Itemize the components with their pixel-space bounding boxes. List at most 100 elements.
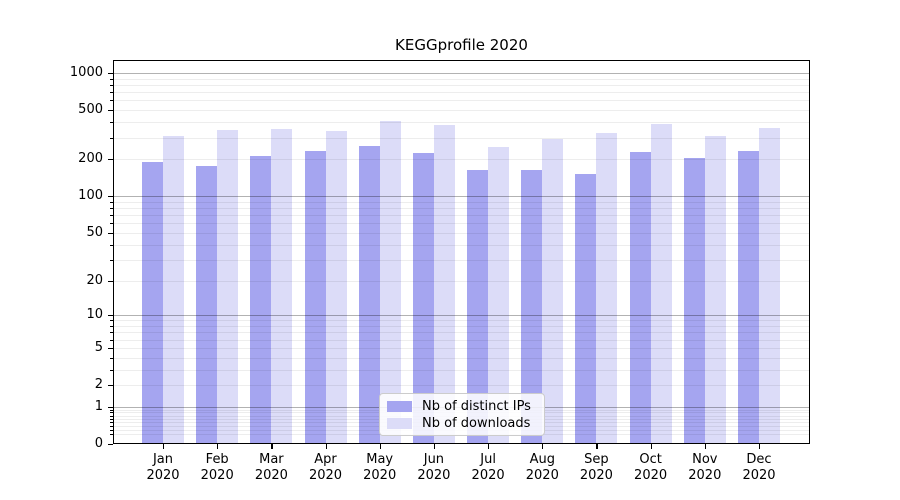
minor-gridline: [113, 339, 810, 341]
bar-downloads-aug: [542, 139, 564, 444]
x-tickmark: [379, 444, 381, 449]
legend-item: Nb of downloads: [387, 416, 536, 431]
minor-gridline: [113, 259, 810, 261]
bar-downloads-oct: [650, 124, 672, 444]
y-minor-tickmark: [110, 425, 113, 427]
major-gridline: [113, 315, 810, 317]
legend: Nb of distinct IPs Nb of downloads: [379, 393, 545, 436]
bar-downloads-nov: [704, 136, 726, 444]
y-minor-tickmark: [110, 320, 113, 322]
major-gridline: [113, 73, 810, 74]
y-tick-label: 1: [94, 398, 103, 414]
x-tick-label: Apr 2020: [308, 452, 343, 483]
x-tick-label: Jan 2020: [146, 452, 180, 483]
bar-ips-nov: [683, 157, 705, 444]
minor-gridline: [113, 320, 810, 322]
x-tick-label: Aug 2020: [525, 452, 559, 483]
y-tickmark: [108, 73, 113, 75]
bar-downloads-may: [379, 120, 401, 444]
y-minor-tickmark: [110, 357, 113, 359]
y-tick-label: 500: [78, 102, 103, 118]
bar-downloads-sep: [596, 133, 618, 444]
legend-label: Nb of distinct IPs: [422, 399, 531, 414]
legend-item: Nb of distinct IPs: [387, 399, 536, 414]
bar-ips-feb: [196, 166, 218, 444]
y-tickmark: [108, 444, 113, 446]
x-tick-label: Feb 2020: [200, 452, 234, 483]
x-tickmark: [325, 444, 327, 449]
y-tick-label: 200: [78, 151, 103, 167]
x-tick-label: Nov 2020: [688, 452, 722, 483]
legend-swatch-ips: [387, 401, 412, 412]
minor-gridline: [113, 347, 810, 349]
x-tick-label: Mar 2020: [254, 452, 288, 483]
x-tick-label: Dec 2020: [742, 452, 776, 483]
bar-ips-aug: [521, 169, 543, 444]
minor-gridline: [113, 232, 810, 234]
x-tickmark: [596, 444, 598, 449]
minor-gridline: [113, 110, 810, 112]
x-tickmark: [433, 444, 436, 449]
y-minor-tickmark: [110, 369, 113, 371]
y-tick-label: 100: [78, 188, 103, 204]
x-tickmark: [217, 444, 219, 449]
y-minor-tickmark: [110, 223, 113, 225]
bar-ips-apr: [304, 150, 326, 444]
minor-gridline: [113, 223, 810, 225]
y-tickmark: [108, 406, 113, 408]
minor-gridline: [113, 100, 810, 102]
y-tick-label: 5: [94, 339, 103, 355]
x-tickmark: [271, 444, 273, 449]
minor-gridline: [113, 208, 810, 209]
bar-downloads-jan: [163, 136, 184, 444]
y-minor-tickmark: [110, 244, 113, 246]
bar-downloads-dec: [759, 128, 780, 444]
y-tickmark: [108, 315, 113, 317]
minor-gridline: [113, 357, 810, 359]
x-tick-label: Jul 2020: [471, 452, 505, 483]
y-tick-label: 20: [86, 272, 103, 288]
bar-downloads-jul: [488, 147, 510, 444]
x-tickmark: [650, 444, 652, 449]
y-minor-tickmark: [110, 326, 113, 327]
minor-gridline: [113, 159, 810, 161]
y-tickmark: [108, 110, 113, 112]
y-minor-tickmark: [110, 78, 113, 80]
y-minor-tickmark: [110, 92, 113, 94]
y-minor-tickmark: [110, 137, 113, 139]
bar-downloads-jun: [433, 125, 455, 444]
y-tickmark: [108, 232, 113, 235]
x-tick-label: Sep 2020: [579, 452, 613, 483]
y-minor-tickmark: [110, 409, 113, 411]
y-minor-tickmark: [110, 339, 113, 341]
x-tick-label: May 2020: [363, 452, 397, 483]
minor-gridline: [113, 332, 810, 334]
bar-ips-mar: [250, 156, 272, 444]
chart-title: KEGGprofile 2020: [395, 36, 528, 54]
bar-ips-oct: [629, 151, 651, 444]
minor-gridline: [113, 280, 810, 282]
minor-gridline: [113, 201, 810, 203]
y-tick-label: 1000: [69, 65, 103, 80]
y-tickmark: [108, 159, 113, 161]
y-tickmark: [108, 385, 113, 387]
bar-ips-dec: [738, 151, 759, 444]
y-minor-tickmark: [110, 434, 113, 436]
bar-ips-sep: [575, 173, 597, 444]
minor-gridline: [113, 215, 810, 217]
minor-gridline: [113, 137, 810, 139]
y-minor-tickmark: [110, 259, 113, 261]
bar-downloads-apr: [325, 131, 347, 444]
y-minor-tickmark: [110, 418, 113, 420]
minor-gridline: [113, 244, 810, 246]
y-tick-label: 2: [94, 377, 103, 392]
bar-ips-may: [358, 146, 380, 444]
y-tickmark: [108, 347, 113, 349]
x-tickmark: [759, 444, 761, 449]
y-minor-tickmark: [110, 429, 113, 431]
major-gridline: [113, 196, 810, 198]
minor-gridline: [113, 122, 810, 124]
